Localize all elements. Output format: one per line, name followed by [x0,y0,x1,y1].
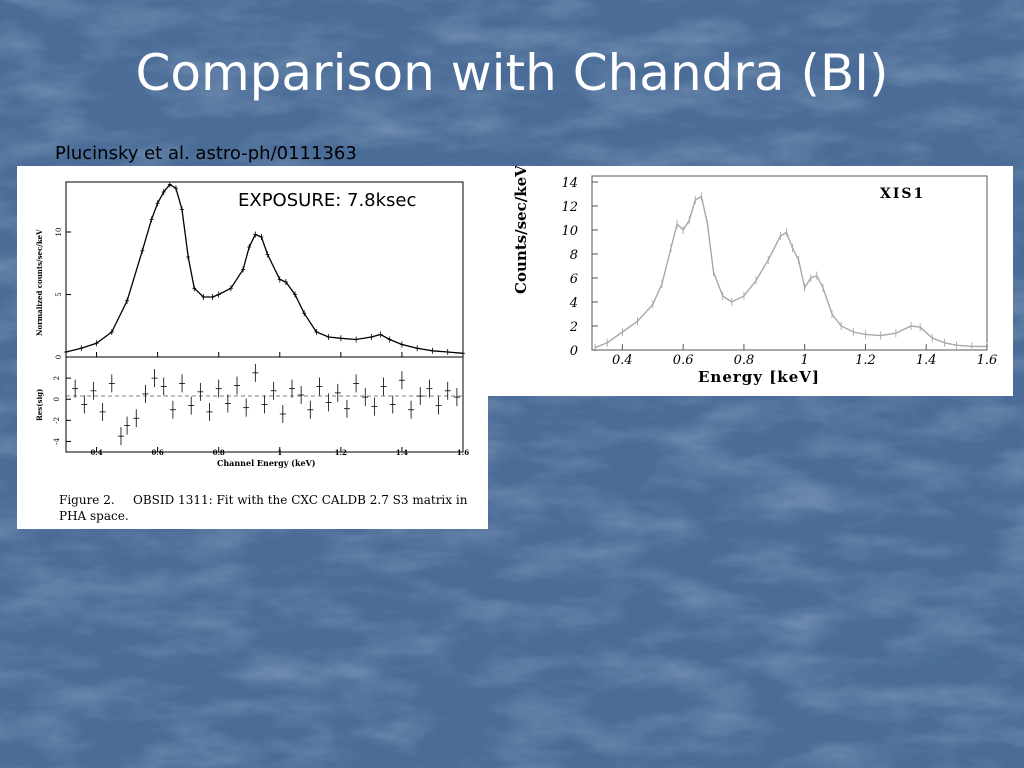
xis1-figure-panel: 0 2 4 6 8 10 12 14 0.4 0.6 0.8 1 1.2 1.4 1.6 XIS1 Cou… [488,165,1013,396]
x-tick-labels: 0.4 0.6 0.8 1 1.2 1.4 1.6 [90,352,469,457]
spectrum-y-ticks: 0 5 10 [55,228,71,359]
residual-y-tick-label: -4 [53,437,61,444]
x-tick-label: 0.4 [90,448,102,457]
x-tick-label: 1 [277,448,282,457]
residual-y-axis-label: Res(sig) [35,389,44,421]
spectrum-y-axis-label: Normalized counts/sec/keV [35,229,44,336]
xis1-x-ticks: 0.4 0.6 0.8 1 1.2 1.4 1.6 [612,344,997,368]
caption-line-2: PHA space. [59,509,129,523]
x-tick-label: 0.6 [152,448,164,457]
xis1-x-axis-label: Energy [keV] [698,368,820,386]
xis1-figure: 0 2 4 6 8 10 12 14 0.4 0.6 0.8 1 1.2 1.4 1.6 XIS1 Cou… [512,165,997,386]
caption-line-1: OBSID 1311: Fit with the CXC CALDB 2.7 S… [133,493,468,507]
xis1-y-tick-label: 2 [569,320,578,335]
xis1-x-tick-label: 1.4 [916,353,937,368]
x-tick-label: 1.4 [396,448,408,457]
residual-y-tick-label: -2 [53,417,61,424]
xis1-y-tick-label: 8 [570,248,578,263]
x-axis-label: Channel Energy (keV) [217,458,316,468]
xis1-series [594,192,988,352]
xis1-y-tick-label: 14 [561,176,578,191]
xis1-x-tick-label: 1.2 [855,353,876,368]
xis1-y-tick-label: 12 [561,200,578,215]
x-tick-label: 1.2 [335,448,347,457]
xis1-y-tick-label: 4 [569,296,578,311]
spectrum-series [64,181,465,357]
chandra-figure: 0 5 10 -4 -2 0 2 0.4 0.6 0.8 1 1.2 1.4 1.6 Normaliz… [35,181,469,523]
xis1-y-tick-label: 10 [561,224,578,239]
chandra-figure-panel: 0 5 10 -4 -2 0 2 0.4 0.6 0.8 1 1.2 1.4 1.6 Normaliz… [17,166,488,529]
xis1-x-tick-label: 1 [801,353,809,368]
x-tick-label: 0.8 [213,448,225,457]
caption-prefix: Figure 2. [59,493,115,507]
xis1-y-tick-label: 6 [570,272,578,287]
x-tick-label: 1.6 [457,448,469,457]
residual-y-ticks: -4 -2 0 2 [53,376,71,445]
xis1-plot-frame [591,175,988,351]
residual-y-tick-label: 0 [53,397,61,401]
xis1-y-axis-label: Counts/sec/keV [512,166,530,294]
xis1-x-tick-label: 1.6 [977,353,998,368]
y-tick-label: 5 [55,292,63,296]
residual-series [72,363,460,446]
xis1-y-ticks: 0 2 4 6 8 10 12 14 [561,176,598,359]
residual-plot-frame [65,356,464,453]
xis1-y-tick-label: 0 [570,344,578,359]
xis1-title: XIS1 [880,186,925,202]
xis1-x-tick-label: 0.6 [673,353,694,368]
xis1-x-tick-label: 0.8 [734,353,755,368]
y-tick-label: 0 [55,355,63,359]
slide-title: Comparison with Chandra (BI) [135,44,889,102]
xis1-line [594,195,987,349]
exposure-label: EXPOSURE: 7.8ksec [238,190,417,211]
residual-y-tick-label: 2 [53,376,61,380]
y-tick-label: 10 [55,228,63,237]
xis1-x-tick-label: 0.4 [612,353,633,368]
citation-text: Plucinsky et al. astro-ph/0111363 [55,143,357,164]
